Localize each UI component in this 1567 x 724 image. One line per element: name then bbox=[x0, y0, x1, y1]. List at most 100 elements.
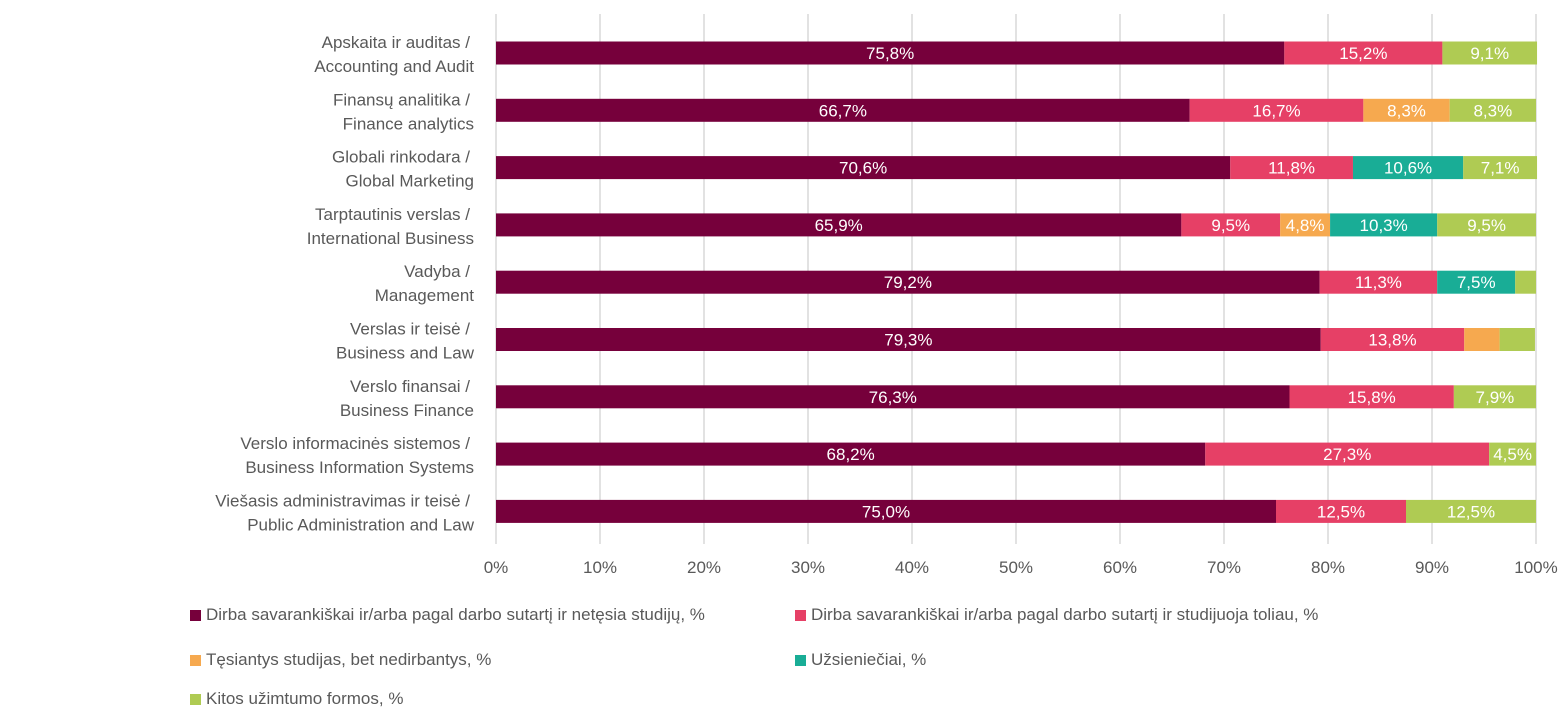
bar-segment bbox=[496, 328, 1321, 351]
bar-segment bbox=[496, 442, 1206, 466]
data-label: 10,6% bbox=[1384, 159, 1432, 178]
x-tick-label: 30% bbox=[791, 558, 825, 577]
legend-swatch bbox=[190, 693, 201, 705]
data-label: 76,3% bbox=[869, 388, 917, 407]
bar-segment bbox=[1284, 41, 1443, 65]
data-label: 8,3% bbox=[1473, 101, 1512, 120]
bar-segment bbox=[1320, 328, 1465, 351]
x-tick-label: 10% bbox=[583, 558, 617, 577]
x-tick-label: 50% bbox=[999, 558, 1033, 577]
bar-segment bbox=[1464, 328, 1500, 351]
category-label: Finance analytics bbox=[343, 114, 474, 133]
legend-item-uzsienieciai: Užsieniečiai, % bbox=[795, 650, 926, 670]
bar-segment bbox=[1463, 156, 1538, 180]
data-label: 79,2% bbox=[884, 273, 932, 292]
category-label: Public Administration and Law bbox=[247, 515, 475, 534]
x-tick-label: 60% bbox=[1103, 558, 1137, 577]
bar-segment bbox=[1352, 156, 1464, 180]
data-label: 27,3% bbox=[1323, 445, 1371, 464]
bar-segment bbox=[1205, 442, 1490, 466]
legend-label: Užsieniečiai, % bbox=[811, 650, 927, 669]
category-label: Business Information Systems bbox=[245, 458, 474, 477]
bar-segment bbox=[1489, 442, 1536, 466]
bar-segment bbox=[1280, 213, 1331, 237]
x-tick-label: 80% bbox=[1311, 558, 1345, 577]
bar-segment bbox=[1437, 213, 1536, 237]
legend-item-netesia: Dirba savarankiškai ir/arba pagal darbo … bbox=[190, 605, 705, 625]
category-labels: Apskaita ir auditas / Accounting and Audi… bbox=[215, 33, 475, 534]
data-label: 11,8% bbox=[1268, 159, 1315, 178]
bar-segment bbox=[496, 156, 1231, 180]
data-label: 15,2% bbox=[1339, 44, 1387, 63]
category-label: International Business bbox=[307, 229, 474, 248]
bar-segment bbox=[1319, 270, 1438, 294]
data-label: 4,8% bbox=[1286, 216, 1325, 235]
bar-segment bbox=[1442, 41, 1538, 65]
data-label: 12,5% bbox=[1447, 502, 1495, 521]
category-label: Viešasis administravimas ir teisė / bbox=[215, 491, 470, 510]
category-label: Business Finance bbox=[340, 401, 474, 420]
bar-segment bbox=[1330, 213, 1438, 237]
data-label: 68,2% bbox=[827, 445, 875, 464]
x-axis-ticks: 0% 10% 20% 30% 40% 50% 60% 70% 80% 90% 100% bbox=[484, 558, 1558, 577]
legend-swatch bbox=[795, 654, 806, 666]
data-label: 9,5% bbox=[1211, 216, 1250, 235]
x-tick-label: 40% bbox=[895, 558, 929, 577]
x-tick-label: 0% bbox=[484, 558, 509, 577]
legend-item-nedirbantys: Tęsiantys studijas, bet nedirbantys, % bbox=[190, 650, 491, 670]
data-label: 11,3% bbox=[1355, 273, 1402, 292]
bar-segment bbox=[496, 270, 1320, 294]
bar-segment bbox=[1453, 385, 1536, 409]
data-label: 15,8% bbox=[1348, 388, 1396, 407]
bar-segment bbox=[496, 98, 1190, 122]
bar-segment bbox=[1499, 328, 1535, 351]
data-label: 9,1% bbox=[1470, 44, 1509, 63]
category-label: Tarptautinis verslas / bbox=[315, 205, 470, 224]
data-label: 13,8% bbox=[1368, 331, 1416, 350]
category-label: Accounting and Audit bbox=[314, 57, 474, 76]
category-label: Globali rinkodara / bbox=[332, 148, 470, 167]
data-label: 7,5% bbox=[1457, 273, 1496, 292]
x-tick-label: 90% bbox=[1415, 558, 1449, 577]
category-label: Vadyba / bbox=[404, 262, 470, 281]
category-label: Finansų analitika / bbox=[333, 90, 470, 109]
bar-segment bbox=[1449, 98, 1536, 122]
data-labels: 75,8% 15,2% 9,1% 66,7% 16,7% 8,3% 8,3% 70,6% 11,… bbox=[815, 44, 1532, 521]
chart-plot-area: 75,8% 15,2% 9,1% 66,7% 16,7% 8,3% 8,3% 70,6% 11,… bbox=[215, 14, 1558, 577]
data-label: 16,7% bbox=[1252, 101, 1300, 120]
legend-label: Tęsiantys studijas, bet nedirbantys, % bbox=[206, 650, 492, 669]
category-label: Management bbox=[375, 286, 475, 305]
bar-segment bbox=[1289, 385, 1454, 409]
data-label: 9,5% bbox=[1467, 216, 1506, 235]
bar-segment bbox=[1230, 156, 1353, 180]
data-label: 75,8% bbox=[866, 44, 914, 63]
legend-swatch bbox=[190, 609, 201, 621]
legend-swatch bbox=[795, 609, 806, 621]
data-label: 75,0% bbox=[862, 502, 910, 521]
legend-label: Dirba savarankiškai ir/arba pagal darbo … bbox=[206, 605, 705, 624]
data-label: 70,6% bbox=[839, 159, 887, 178]
bar-segment bbox=[1189, 98, 1364, 122]
bar-segment bbox=[1437, 270, 1516, 294]
legend-item-kitos: Kitos užimtumo formos, % bbox=[190, 689, 403, 709]
bar-segment bbox=[1406, 499, 1536, 523]
category-label: Verslas ir teisė / bbox=[350, 320, 470, 339]
bar-segment bbox=[1363, 98, 1450, 122]
bars bbox=[496, 41, 1538, 523]
bar-segment bbox=[1515, 270, 1536, 294]
data-label: 65,9% bbox=[815, 216, 863, 235]
bar-segment bbox=[496, 41, 1285, 65]
bar-segment bbox=[1276, 499, 1406, 523]
data-label: 79,3% bbox=[884, 331, 932, 350]
legend-item-studijuoja: Dirba savarankiškai ir/arba pagal darbo … bbox=[795, 605, 1318, 625]
x-tick-label: 70% bbox=[1207, 558, 1241, 577]
x-tick-label: 20% bbox=[687, 558, 721, 577]
data-label: 8,3% bbox=[1387, 101, 1426, 120]
legend-label: Dirba savarankiškai ir/arba pagal darbo … bbox=[811, 605, 1319, 624]
data-label: 10,3% bbox=[1360, 216, 1408, 235]
data-label: 66,7% bbox=[819, 101, 867, 120]
category-label: Business and Law bbox=[336, 344, 475, 363]
x-tick-label: 100% bbox=[1514, 558, 1557, 577]
category-label: Apskaita ir auditas / bbox=[322, 33, 471, 52]
